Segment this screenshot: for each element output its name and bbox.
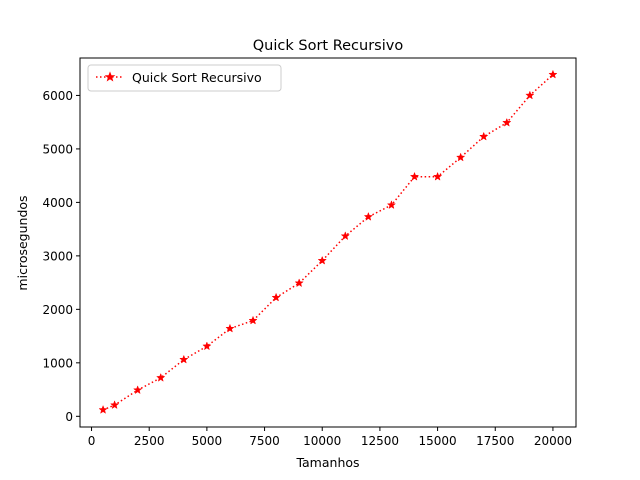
- plot-area-frame: [79, 57, 577, 428]
- data-point-star-marker: [271, 292, 281, 302]
- x-tick-label: 7500: [249, 434, 280, 448]
- x-axis-label: Tamanhos: [295, 455, 359, 470]
- data-point-star-marker: [109, 400, 120, 410]
- y-tick-label: 4000: [42, 196, 73, 210]
- data-point-star-marker: [479, 131, 489, 141]
- data-point-star-marker: [317, 255, 327, 265]
- x-tick-label: 5000: [192, 434, 223, 448]
- x-tick-label: 12500: [361, 434, 399, 448]
- x-tick-label: 0: [88, 434, 96, 448]
- x-tick-label: 2500: [134, 434, 165, 448]
- data-point-star-marker: [548, 69, 558, 79]
- data-point-star-marker: [248, 315, 258, 325]
- y-tick-label: 3000: [42, 249, 73, 263]
- y-tick-label: 1000: [42, 356, 73, 370]
- data-point-star-marker: [225, 323, 235, 333]
- y-axis: 0 1000 2000 3000 4000 5000 6000: [42, 89, 80, 424]
- y-tick-label: 5000: [42, 142, 73, 156]
- data-point-star-marker: [363, 211, 374, 221]
- data-point-star-marker: [202, 341, 212, 351]
- data-point-star-marker: [179, 354, 189, 364]
- legend-star-marker-icon: [104, 71, 116, 82]
- series-group: [98, 69, 558, 414]
- data-point-star-marker: [432, 171, 443, 181]
- data-point-star-marker: [133, 385, 143, 395]
- legend-label: Quick Sort Recursivo: [132, 70, 262, 85]
- data-point-star-marker: [98, 404, 108, 414]
- data-point-star-marker: [502, 117, 512, 127]
- data-point-star-marker: [386, 200, 397, 210]
- x-axis: 0 2500 5000 7500 10000 12500 15000 17500 20000: [88, 427, 572, 448]
- y-axis-label: microsegundos: [15, 195, 30, 290]
- x-tick-label: 20000: [534, 434, 572, 448]
- data-point-star-marker: [455, 152, 466, 162]
- chart-title: Quick Sort Recursivo: [253, 38, 404, 54]
- data-point-star-marker: [156, 372, 166, 382]
- y-tick-label: 0: [65, 410, 73, 424]
- data-point-star-marker: [340, 231, 350, 241]
- x-tick-label: 15000: [418, 434, 456, 448]
- y-tick-label: 2000: [42, 303, 73, 317]
- data-point-star-marker: [294, 278, 304, 288]
- series-line: [102, 74, 554, 411]
- data-point-star-marker: [525, 90, 535, 100]
- x-tick-label: 10000: [303, 434, 341, 448]
- legend-box: [87, 64, 282, 92]
- x-tick-label: 17500: [476, 434, 514, 448]
- legend: Quick Sort Recursivo: [87, 64, 282, 92]
- y-tick-label: 6000: [42, 89, 73, 103]
- data-point-star-marker: [409, 171, 420, 181]
